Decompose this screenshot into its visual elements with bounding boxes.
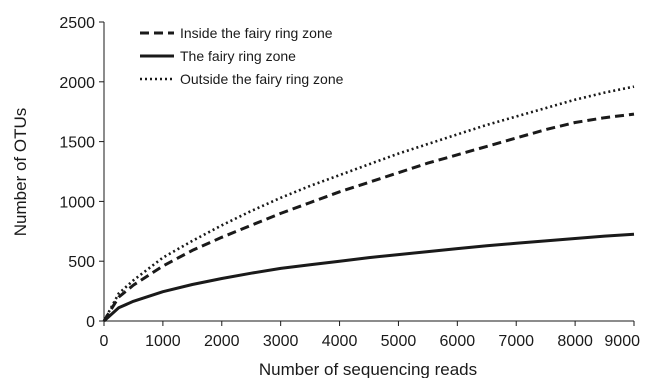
x-tick-label: 5000 <box>381 333 417 350</box>
x-tick-label: 0 <box>100 333 109 350</box>
tick-labels: 0 500 1000 1500 2000 2500 0 1000 2000 3000 4000 500… <box>59 15 640 350</box>
y-tick-label: 1500 <box>59 135 95 152</box>
x-tick-label: 7000 <box>498 333 534 350</box>
legend-label: Outside the fairy ring zone <box>180 71 344 87</box>
legend: Inside the fairy ring zone The fairy ring… <box>140 25 344 87</box>
x-tick-label: 3000 <box>263 333 299 350</box>
y-tick-label: 2000 <box>59 75 95 92</box>
y-tick-label: 500 <box>68 254 95 271</box>
y-axis-title: Number of OTUs <box>11 108 30 236</box>
y-tick-label: 1000 <box>59 194 95 211</box>
x-tick-label: 8000 <box>557 333 593 350</box>
x-tick-label: 2000 <box>204 333 240 350</box>
series-line-solid <box>102 232 635 323</box>
x-tick-label: 4000 <box>322 333 358 350</box>
x-tick-label: 6000 <box>440 333 476 350</box>
series-lines <box>102 85 635 323</box>
y-tick-label: 0 <box>86 314 95 331</box>
legend-label: The fairy ring zone <box>180 48 296 64</box>
x-tick-label: 9000 <box>604 333 640 350</box>
axes <box>103 22 634 322</box>
x-axis-title: Number of sequencing reads <box>259 360 477 378</box>
y-tick-label: 2500 <box>59 15 95 32</box>
series-line-dashed <box>102 112 635 322</box>
legend-label: Inside the fairy ring zone <box>180 25 333 41</box>
x-tick-label: 1000 <box>145 333 181 350</box>
series-line-dotted <box>102 85 635 322</box>
